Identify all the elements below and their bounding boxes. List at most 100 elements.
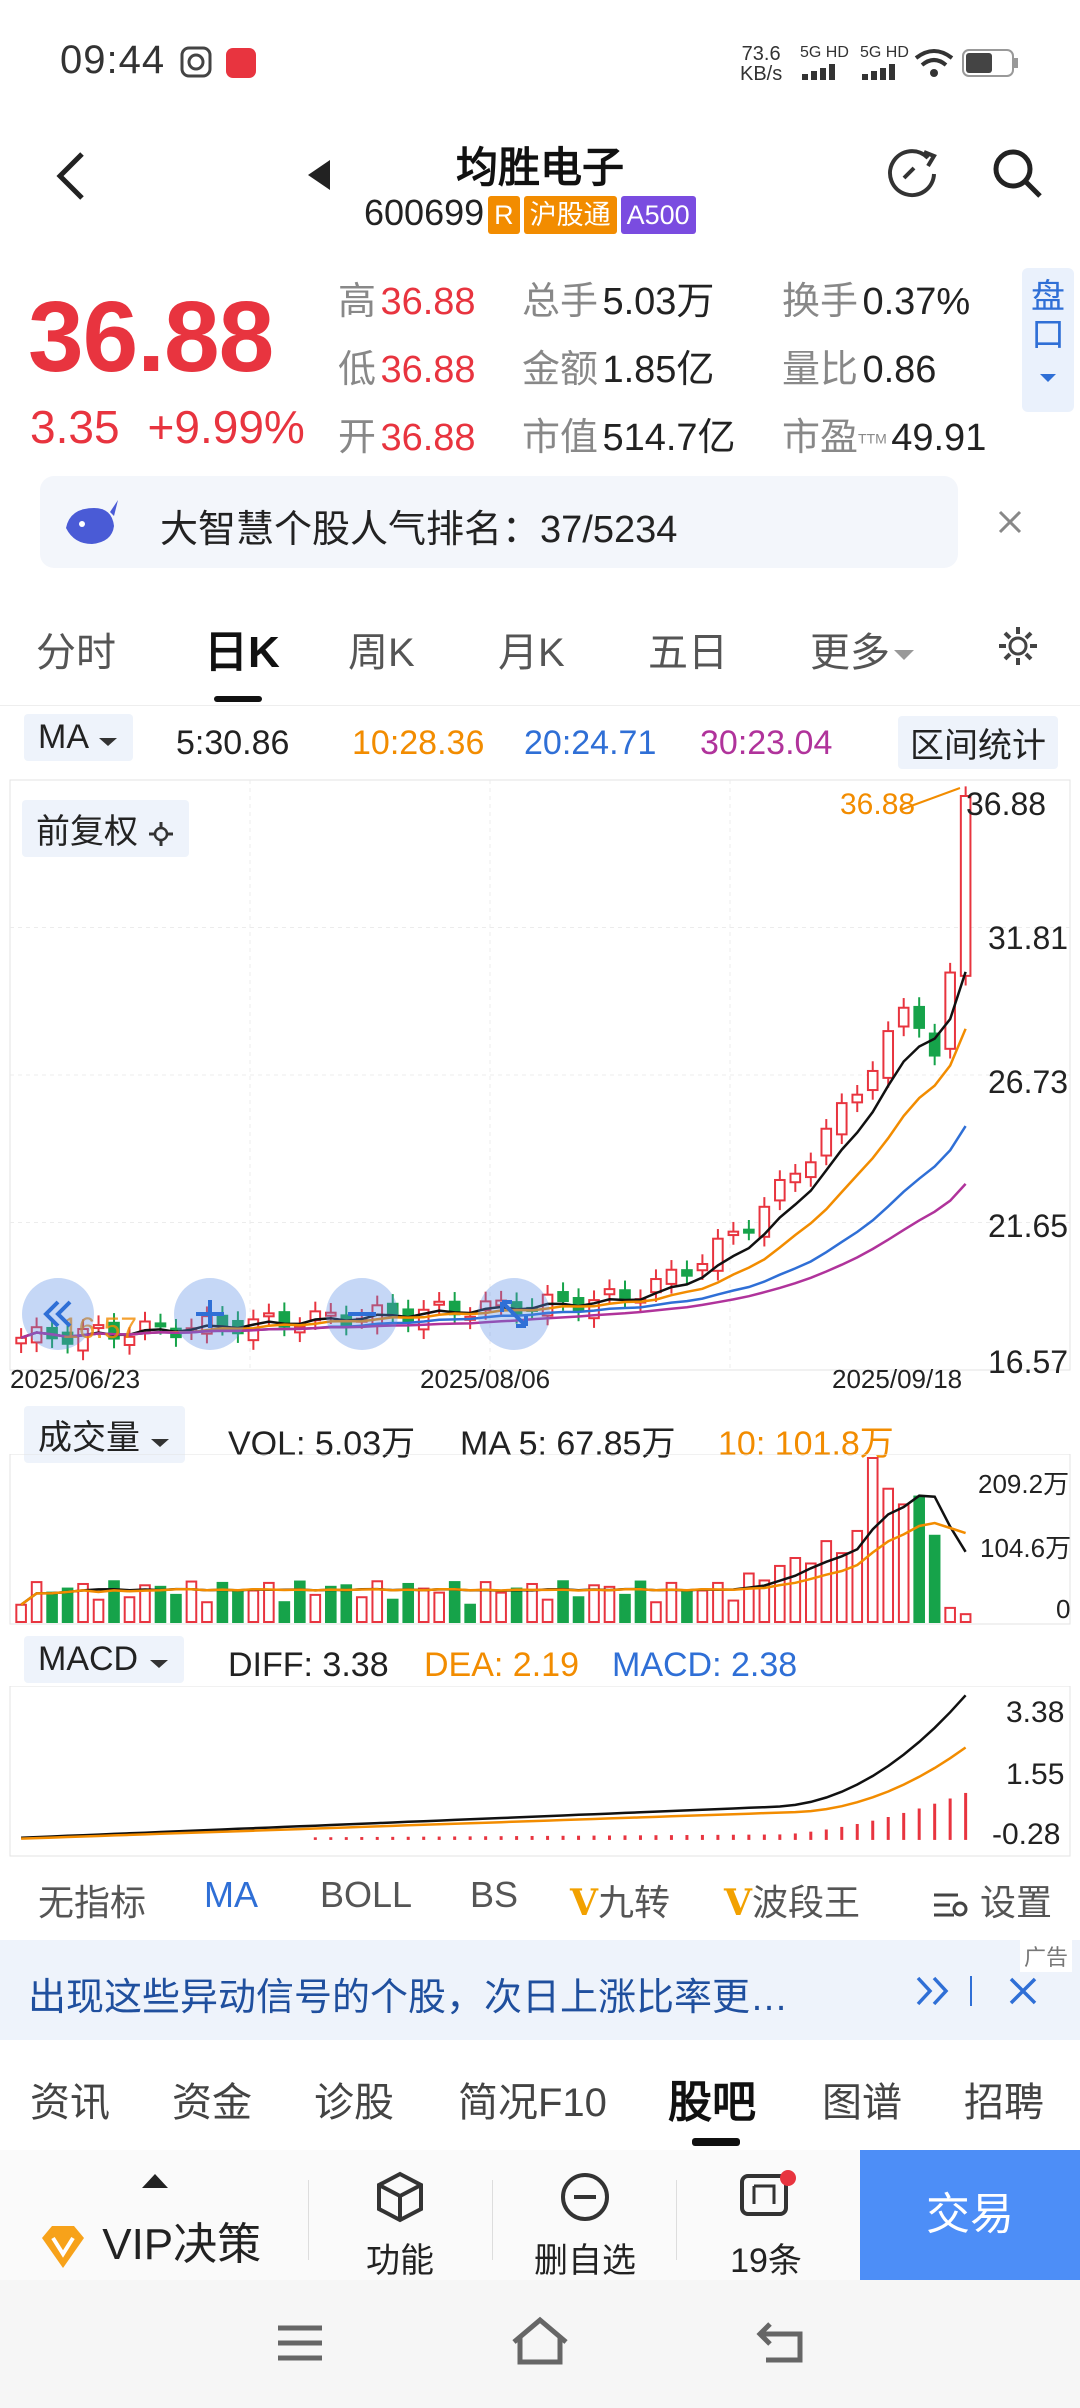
macd-indicator-select[interactable]: MACD	[24, 1636, 184, 1683]
volume-bar	[92, 1598, 105, 1624]
ind-bs[interactable]: BS	[470, 1874, 519, 1915]
vip-decision-button[interactable]: VIP决策	[36, 2208, 306, 2272]
tab-monthly-k[interactable]: 月K	[498, 631, 565, 675]
expand-up-icon[interactable]	[140, 2170, 170, 2190]
popularity-rank-banner[interactable]: 大智慧个股人气排名：37/5234	[40, 476, 958, 568]
search-icon[interactable]	[990, 146, 1044, 200]
prev-stock-icon[interactable]	[306, 158, 332, 192]
tag-a500: A500	[620, 196, 696, 235]
expand-button[interactable]	[478, 1278, 550, 1350]
close-banner-icon[interactable]	[996, 508, 1024, 536]
vol-y-label-2: 0	[1056, 1594, 1071, 1624]
volume-caret-icon	[151, 1439, 170, 1447]
ma10-value: 10:28.36	[352, 724, 485, 762]
candle-body	[386, 1302, 399, 1315]
volume-bar	[340, 1584, 353, 1623]
function-button[interactable]: 功能	[340, 2170, 460, 2282]
close-ad-icon[interactable]	[1008, 1976, 1038, 2006]
ma-legend-row: MA 5:30.86 10:28.36 20:24.71 30:23.04 区间…	[0, 712, 1080, 772]
market-cap-field: 市值 514.7亿	[522, 417, 736, 459]
candle-body	[77, 1328, 89, 1352]
volume-bar	[371, 1580, 384, 1623]
tab-forum[interactable]: 股吧	[668, 2078, 756, 2127]
range-stats-button[interactable]: 区间统计	[898, 716, 1058, 769]
ma-indicator-select[interactable]: MA	[24, 714, 133, 761]
tab-f10[interactable]: 简况F10	[458, 2081, 607, 2125]
tab-more[interactable]: 更多	[810, 620, 916, 678]
vip-v-icon: V	[570, 1882, 598, 1924]
candle-body	[944, 971, 956, 1050]
volume-bar	[712, 1581, 724, 1624]
volume-bar	[108, 1580, 120, 1623]
tab-graph[interactable]: 图谱	[822, 2081, 902, 2125]
ind-boduanwang[interactable]: V波段王	[724, 1882, 860, 1924]
volume-bar	[433, 1591, 445, 1623]
candle-body	[913, 1005, 925, 1029]
volume-panel[interactable]: 成交量 VOL: 5.03万 MA 5: 67.85万 10: 101.8万 2…	[0, 1398, 1080, 1630]
rank-text: 大智慧个股人气排名：37/5234	[160, 509, 678, 551]
volume-bar	[805, 1562, 817, 1623]
volume-indicator-select[interactable]: 成交量	[24, 1406, 186, 1463]
signal-label-1: 5G HD	[800, 44, 849, 61]
volume-bar	[774, 1564, 786, 1623]
candle-body	[851, 1093, 864, 1104]
plus-icon	[196, 1300, 224, 1328]
ind-settings[interactable]: 设置	[930, 1874, 1052, 1926]
volume-bar	[448, 1581, 461, 1623]
refresh-icon[interactable]	[884, 144, 940, 200]
tab-daily-k[interactable]: 日K	[204, 628, 280, 677]
volume-bar	[913, 1495, 925, 1624]
zoom-out-button[interactable]	[326, 1278, 398, 1350]
home-icon[interactable]	[508, 2312, 572, 2368]
min-price-marker: 16.57	[62, 1312, 138, 1345]
tab-news[interactable]: 资讯	[30, 2081, 110, 2125]
remove-watchlist-button[interactable]: 删自选	[520, 2170, 650, 2282]
volume-bar	[278, 1601, 291, 1623]
settings-gear-icon[interactable]	[996, 624, 1040, 668]
candle-body	[154, 1322, 167, 1328]
menu-icon[interactable]	[272, 2318, 328, 2368]
volume-bar	[588, 1584, 600, 1623]
candle-body	[789, 1172, 802, 1184]
ind-none[interactable]: 无指标	[38, 1882, 147, 1923]
minus-circle-icon	[561, 2173, 609, 2221]
volume-bar	[402, 1582, 415, 1624]
cube-icon	[377, 2171, 423, 2223]
ma30-line	[20, 1183, 967, 1339]
volume-bar	[185, 1580, 198, 1623]
trade-button[interactable]: 交易	[860, 2150, 1080, 2280]
back-nav-icon[interactable]	[752, 2314, 812, 2368]
volume-bar	[46, 1591, 58, 1623]
vol-ma10-line	[20, 1521, 966, 1606]
tab-diagnose[interactable]: 诊股	[314, 2081, 394, 2125]
question-chat-icon	[740, 2170, 796, 2216]
volume-bar	[541, 1598, 554, 1623]
tab-jobs[interactable]: 招聘	[964, 2081, 1044, 2125]
macd-frame	[9, 1686, 1071, 1857]
action-divider	[308, 2180, 309, 2260]
ind-jiuzhuan[interactable]: V九转	[570, 1882, 670, 1924]
volume-bar	[263, 1581, 275, 1624]
tab-funds[interactable]: 资金	[172, 2081, 252, 2125]
volume-field: 总手 5.03万	[522, 281, 715, 323]
back-icon[interactable]	[54, 150, 88, 202]
candle-body	[650, 1278, 662, 1294]
tab-five-day[interactable]: 五日	[648, 631, 728, 675]
ma30-value: 30:23.04	[700, 724, 833, 762]
tab-intraday[interactable]: 分时	[36, 631, 116, 675]
qa-button[interactable]: 19条	[706, 2170, 826, 2282]
ind-ma[interactable]: MA	[204, 1874, 258, 1915]
volume-bar	[15, 1603, 27, 1623]
zoom-in-button[interactable]	[174, 1278, 246, 1350]
macd-panel[interactable]: MACD DIFF: 3.38 DEA: 2.19 MACD: 2.38 3.3…	[0, 1630, 1080, 1860]
kline-chart[interactable]: 前复权 36.88 36.88 31.81 26.73 21.65 16.57 …	[0, 778, 1080, 1398]
order-book-button[interactable]: 盘口	[1022, 268, 1074, 412]
ad-banner[interactable]: 出现这些异动信号的个股，次日上涨比率更… 广告	[0, 1940, 1080, 2040]
scroll-left-button[interactable]	[22, 1278, 94, 1350]
adjust-select[interactable]: 前复权	[22, 800, 190, 857]
volume-bar	[170, 1593, 182, 1624]
tab-weekly-k[interactable]: 周K	[348, 631, 415, 675]
double-chevron-right-icon[interactable]	[914, 1974, 954, 2008]
double-chevron-left-icon	[43, 1300, 72, 1328]
ind-boll[interactable]: BOLL	[320, 1874, 413, 1915]
